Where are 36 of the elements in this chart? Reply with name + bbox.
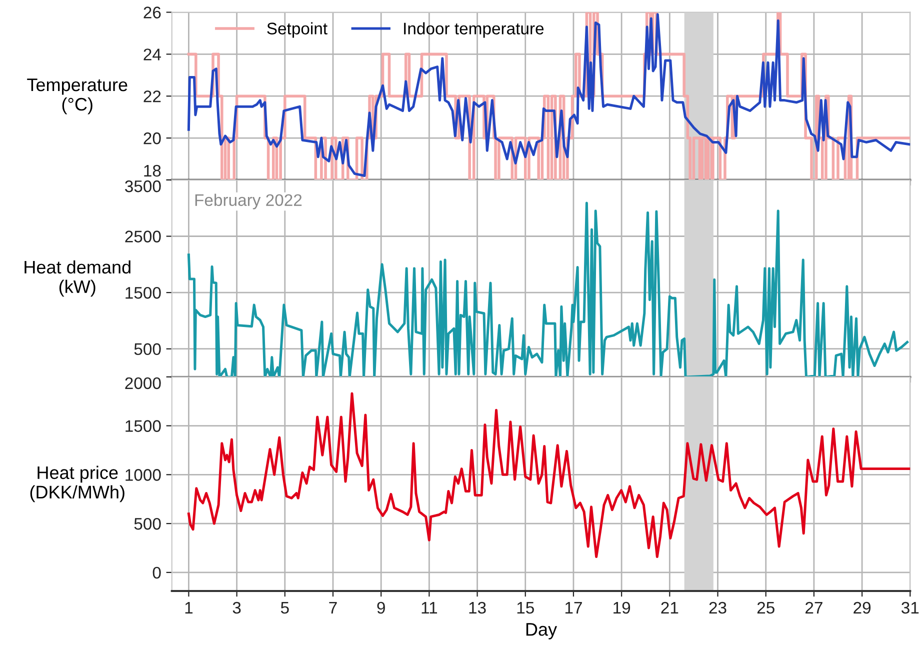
x-tick-label: 31 <box>902 602 919 614</box>
x-tick-label: 5 <box>280 602 289 614</box>
y-tick-label: 24 <box>144 48 161 60</box>
x-tick-label: 19 <box>614 602 630 614</box>
legend-label: Indoor temperature <box>404 22 544 38</box>
line-series <box>187 392 910 558</box>
x-tick-label: 13 <box>469 602 486 614</box>
x-tick-label: 3 <box>232 602 241 614</box>
y-tick-label: 22 <box>144 90 161 102</box>
y-tick-label: 2000 <box>125 377 161 390</box>
y-tick-label: 1500 <box>126 420 161 432</box>
y-tick-label: 18 <box>144 164 161 177</box>
annotation: February 2022 <box>195 194 302 210</box>
y-tick-label: 26 <box>144 6 161 18</box>
x-tick-label: 1 <box>185 602 193 614</box>
y-tick-label: 500 <box>134 343 161 356</box>
y-tick-label: 1000 <box>126 469 161 481</box>
y-tick-label: 3500 <box>125 180 161 192</box>
y-tick-label: 500 <box>134 518 161 530</box>
y-axis-title: Heat price (DKK/MWh) <box>30 466 124 502</box>
y-tick-label: 0 <box>152 566 161 579</box>
x-axis-title: Day <box>526 623 558 640</box>
y-axis-title: Temperature (°C) <box>27 78 128 114</box>
x-tick-label: 15 <box>517 602 534 614</box>
x-tick-label: 23 <box>709 602 726 614</box>
x-tick-label: 9 <box>377 602 385 614</box>
legend-label: Setpoint <box>267 22 328 38</box>
y-tick-label: 2500 <box>125 230 161 242</box>
x-tick-label: 17 <box>565 602 582 614</box>
x-tick-label: 7 <box>329 602 337 614</box>
x-tick-label: 27 <box>806 602 822 614</box>
x-tick-label: 11 <box>422 602 438 614</box>
x-tick-label: 25 <box>757 602 774 614</box>
x-tick-label: 29 <box>854 602 871 614</box>
y-tick-label: 20 <box>144 132 161 144</box>
x-tick-label: 21 <box>661 602 678 614</box>
